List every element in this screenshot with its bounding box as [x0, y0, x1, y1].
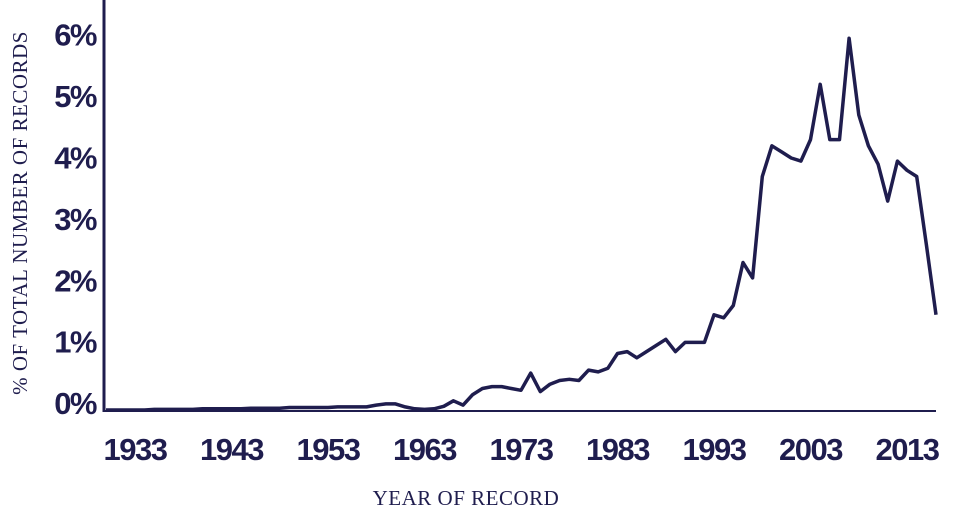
- x-tick-label: 1943: [200, 432, 264, 467]
- y-tick-label: 0%: [54, 386, 97, 421]
- y-tick-label: 3%: [54, 202, 97, 237]
- x-axis-title: YEAR OF RECORD: [373, 486, 560, 510]
- x-tick-label: 1953: [296, 432, 360, 467]
- y-tick-label: 2%: [54, 263, 97, 298]
- y-tick-label: 5%: [54, 79, 97, 114]
- y-tick-label: 4%: [54, 140, 97, 175]
- y-tick-label: 6%: [54, 17, 97, 52]
- x-tick-label: 1973: [490, 432, 554, 467]
- y-tick-label: 1%: [54, 325, 97, 360]
- data-line: [106, 36, 938, 412]
- y-axis-title: % OF TOTAL NUMBER OF RECORDS: [8, 31, 32, 395]
- x-tick-label: 1963: [393, 432, 457, 467]
- x-tick-label: 2003: [779, 432, 843, 467]
- x-tick-label: 1933: [103, 432, 167, 467]
- x-tick-label: 1983: [586, 432, 650, 467]
- x-tick-label: 1993: [683, 432, 747, 467]
- x-tick-label: 2013: [876, 432, 940, 467]
